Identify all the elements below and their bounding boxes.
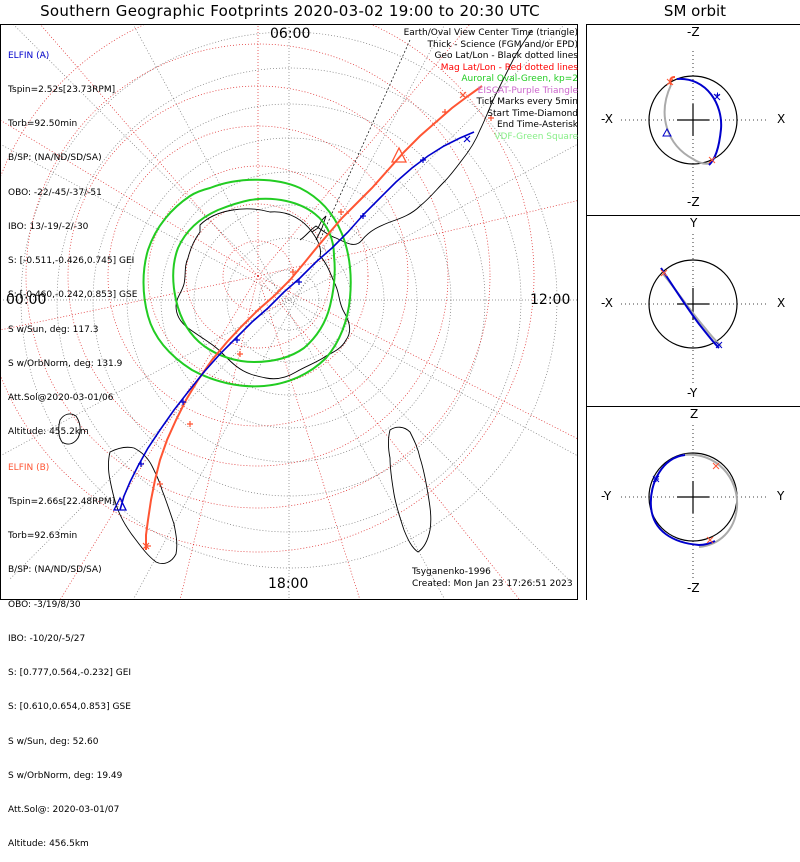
- sm-panel-xz-right-label: X: [777, 112, 786, 126]
- created-timestamp: Created: Mon Jan 23 17:26:51 2023: [412, 579, 573, 589]
- elfin-a-orbit: [649, 454, 716, 547]
- legend-item: Mag Lat/Lon - Red dotted lines: [440, 62, 578, 73]
- geo-longitude-grid: [0, 24, 578, 600]
- elfin-b-tick-marks: [142, 91, 494, 550]
- sm-panel-yz: Z -Z -Y Y: [587, 406, 800, 601]
- earth-circle: [648, 259, 738, 349]
- sm-panel-xy-left-label: -X: [601, 296, 613, 310]
- sm-panel-xy-top-label: Y: [690, 216, 698, 230]
- elfin-a-line: S w/Sun, deg: 117.3: [8, 324, 99, 335]
- elfin-b-orbit-science: [669, 76, 676, 86]
- legend-item: Thick - Science (FGM and/or EPD): [427, 39, 578, 50]
- map-legend: Earth/Oval View Center Time (triangle) T…: [404, 28, 578, 143]
- sm-panel-xy: Y -Y -X X: [587, 215, 800, 406]
- elfin-b-name: ELFIN (B): [8, 462, 50, 473]
- elfin-a-line: S: [-0.511,-0.426,0.745] GEI: [8, 256, 135, 267]
- legend-item: Tick Marks every 5min: [476, 97, 578, 107]
- elfin-a-line: S: [-0.460,-0.242,0.853] GSE: [8, 290, 138, 301]
- south-america-coastline: [299, 29, 533, 245]
- sm-panel-xy-plot: [621, 234, 767, 386]
- sm-orbit-title: SM orbit: [663, 2, 727, 20]
- plot-title: Southern Geographic Footprints 2020-03-0…: [40, 2, 540, 20]
- elfin-b-line: Tspin=2.66s[22.48RPM]: [8, 497, 116, 508]
- africa-coastline: [388, 426, 432, 553]
- elfin-a-info: ELFIN (A) Tspin=2.52s[23.73RPM] Torb=92.…: [8, 28, 137, 450]
- elfin-a-line: IBO: 13/-19/-2/-30: [8, 221, 89, 232]
- elfin-a-track: [119, 131, 475, 511]
- sm-panel-xy-right-label: X: [777, 296, 786, 310]
- elfin-a-line: Torb=92.50min: [8, 119, 78, 130]
- elfin-a-name: ELFIN (A): [8, 50, 50, 61]
- sm-panel-xz-plot: [621, 51, 767, 193]
- sm-panel-xz: -Z -Z -X X: [587, 24, 800, 215]
- legend-item: Geo Lat/Lon - Black dotted lines: [434, 51, 578, 61]
- elfin-a-line: Att.Sol@2020-03-01/06: [8, 393, 114, 403]
- elfin-b-info: ELFIN (B) Tspin=2.66s[22.48RPM] Torb=92.…: [8, 440, 131, 862]
- elfin-b-track: [145, 85, 483, 550]
- sm-panel-xz-top-label: -Z: [687, 25, 700, 39]
- elfin-a-view-center-triangle: [112, 496, 128, 511]
- legend-item: Auroral Oval-Green, kp=2: [461, 74, 578, 84]
- legend-item: VDF-Green Square: [494, 131, 578, 142]
- hour-label-bottom: 18:00: [268, 576, 309, 592]
- sm-panel-xz-left-label: -X: [601, 112, 613, 126]
- sm-panel-yz-left-label: -Y: [601, 489, 612, 503]
- auroral-oval-equatorward: [142, 178, 352, 388]
- earth-circle: [648, 75, 738, 165]
- sm-panel-xy-bottom-label: -Y: [687, 386, 698, 400]
- new-zealand-coastline: [58, 413, 81, 445]
- antarctica-coastline: [175, 208, 351, 380]
- australia-coastline: [108, 446, 178, 565]
- view-center-line: [319, 39, 411, 241]
- elfin-b-line: OBO: -3/19/8/30: [8, 599, 81, 610]
- elfin-a-tick-marks: [138, 135, 471, 467]
- sm-panel-yz-right-label: Y: [777, 489, 785, 503]
- legend-item: Earth/Oval View Center Time (triangle): [403, 28, 578, 38]
- hour-label-top: 06:00: [270, 26, 311, 42]
- legend-item: EISCAT-Purple Triangle: [477, 85, 578, 96]
- elfin-b-orbit: [682, 453, 739, 548]
- legend-item: End Time-Asterisk: [496, 120, 578, 130]
- elfin-a-line: S w/OrbNorm, deg: 131.9: [8, 358, 123, 369]
- elfin-a-line: Altitude: 455.2km: [8, 427, 89, 438]
- mag-longitude-grid: [0, 24, 578, 600]
- elfin-b-line: Att.Sol@: 2020-03-01/07: [8, 805, 120, 815]
- elfin-b-line: S: [0.777,0.564,-0.232] GEI: [8, 668, 132, 679]
- sm-panel-yz-plot: [621, 425, 767, 579]
- elfin-b-line: IBO: -10/20/-5/27: [8, 633, 86, 644]
- elfin-b-view-center-triangle: [390, 146, 408, 163]
- auroral-oval: [142, 178, 352, 388]
- elfin-b-line: B/SP: (NA/ND/SD/SA): [8, 565, 102, 576]
- sm-panel-yz-top-label: Z: [690, 407, 699, 421]
- elfin-b-line: S w/Sun, deg: 52.60: [8, 736, 99, 747]
- polar-footprint-map: [0, 24, 578, 600]
- hour-label-left: 00:00: [6, 292, 47, 308]
- coastlines: [58, 29, 533, 565]
- elfin-b-orbit: [663, 84, 712, 165]
- elfin-b-line: Torb=92.63min: [8, 531, 78, 542]
- sm-panel-xz-bottom-label: -Z: [687, 195, 700, 209]
- elfin-a-line: Tspin=2.52s[23.73RPM]: [8, 85, 116, 96]
- elfin-a-line: OBO: -22/-45/-37/-51: [8, 187, 102, 198]
- elfin-b-line: S: [0.610,0.654,0.853] GSE: [8, 702, 131, 713]
- sm-panel-yz-bottom-label: -Z: [687, 581, 700, 595]
- elfin-b-line: Altitude: 456.5km: [8, 839, 89, 850]
- hour-label-right: 12:00: [530, 292, 571, 308]
- elfin-a-orbit: [660, 267, 720, 349]
- auroral-oval-poleward: [172, 197, 336, 364]
- model-label: Tsyganenko-1996: [412, 567, 491, 577]
- elfin-a-line: B/SP: (NA/ND/SD/SA): [8, 153, 102, 164]
- elfin-b-line: S w/OrbNorm, deg: 19.49: [8, 770, 123, 781]
- panel-divider: [586, 24, 587, 600]
- legend-item: Start Time-Diamond: [487, 108, 578, 119]
